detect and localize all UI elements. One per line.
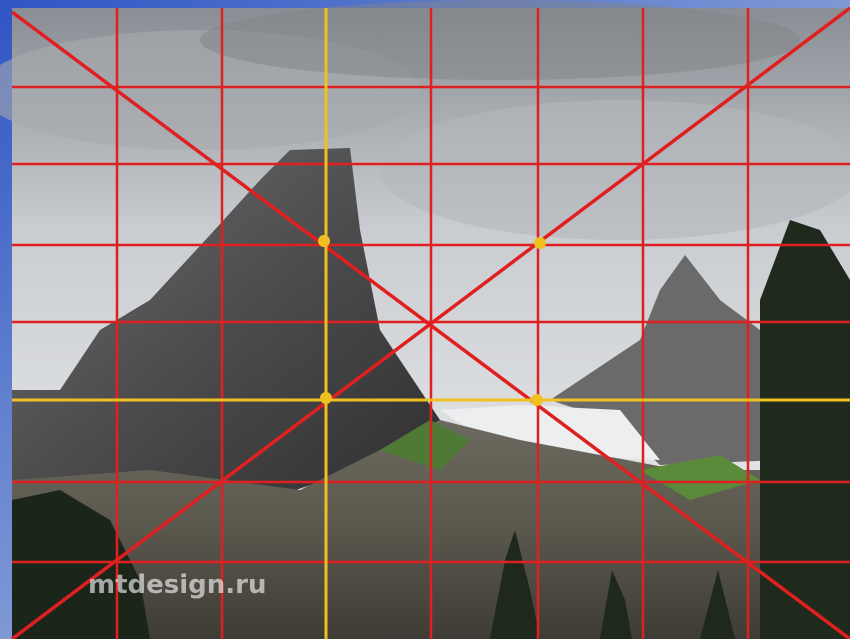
watermark: mtdesign.ru — [88, 570, 266, 600]
photo-screen: mtdesign.ru — [0, 0, 850, 639]
focus-point — [318, 235, 330, 247]
focus-point — [531, 394, 543, 406]
focus-point — [320, 392, 332, 404]
cloud — [380, 100, 850, 240]
cloud — [200, 0, 800, 80]
focus-point — [534, 237, 546, 249]
tree — [760, 220, 850, 639]
page: mtdesign.ru (() => { const data = JSON.p… — [0, 0, 850, 639]
